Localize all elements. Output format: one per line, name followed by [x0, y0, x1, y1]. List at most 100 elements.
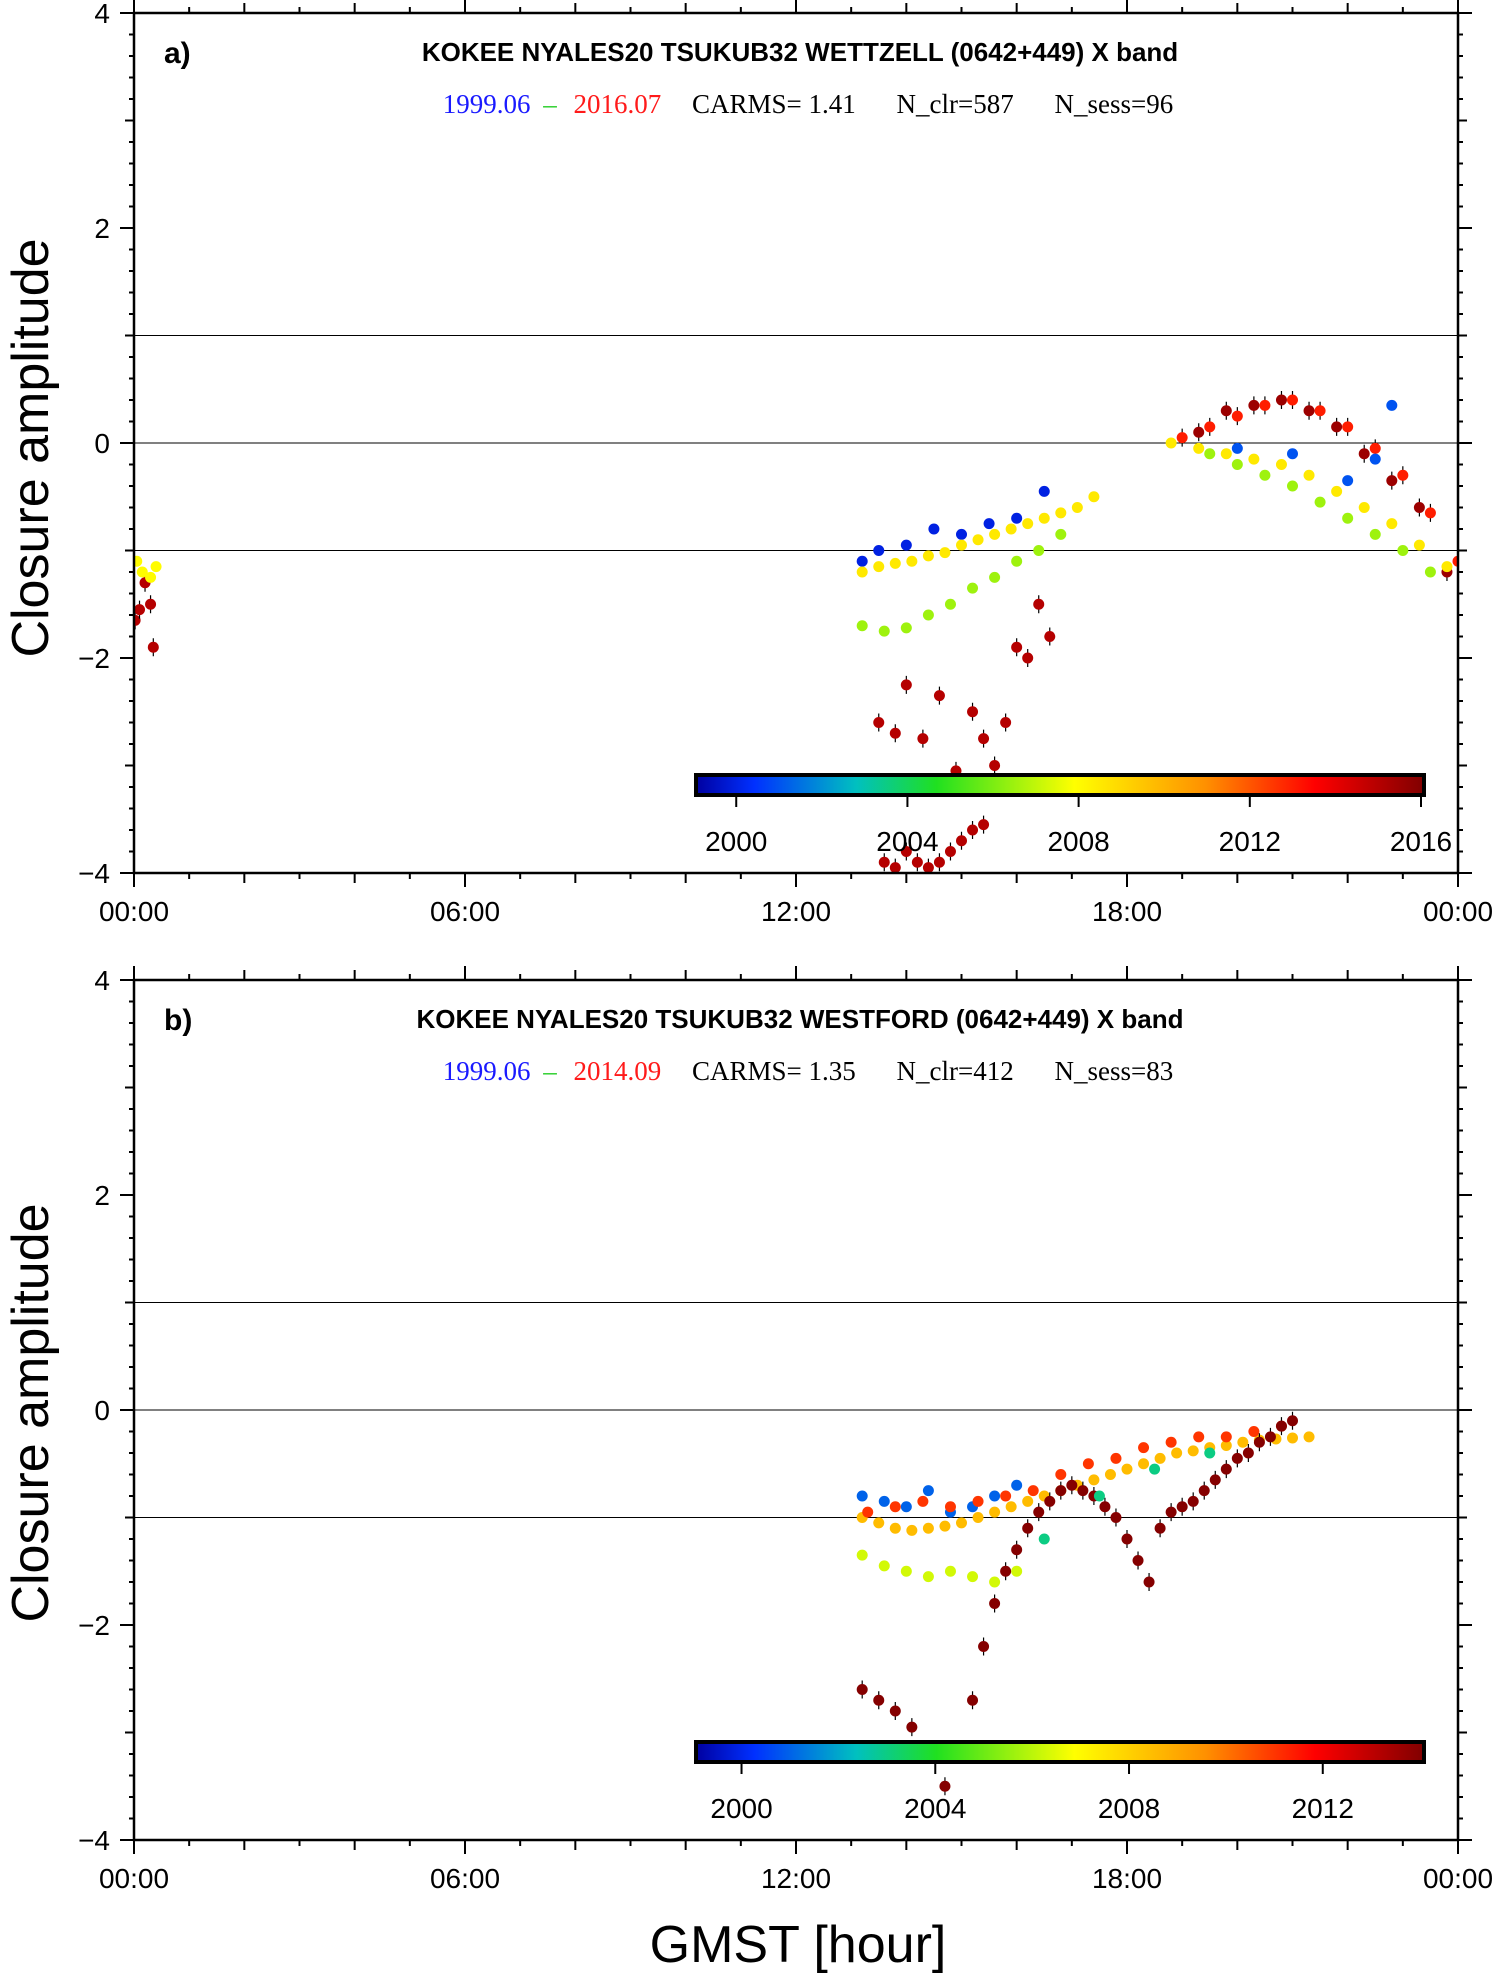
data-point	[1038, 485, 1050, 497]
data-point	[1165, 437, 1177, 449]
data-point	[1193, 1431, 1205, 1443]
y-axis-label: Closure amplitude	[2, 238, 60, 657]
data-point	[1093, 1490, 1105, 1502]
data-point	[1259, 469, 1271, 481]
data-point	[136, 566, 148, 578]
data-point	[1176, 1501, 1188, 1513]
y-tick-label: −2	[78, 643, 110, 674]
data-point	[944, 1565, 956, 1577]
data-point	[922, 1571, 934, 1583]
data-point	[1187, 1445, 1199, 1457]
data-point	[1204, 448, 1216, 460]
data-point	[1204, 1447, 1216, 1459]
colorbar-tick-label: 2008	[1047, 826, 1109, 857]
year-colorbar: 2000 2004 2008 2012 2016	[694, 773, 1452, 857]
data-point	[900, 539, 912, 551]
data-point	[873, 1694, 885, 1706]
panel-title: KOKEE NYALES20 TSUKUB32 WETTZELL (0642+4…	[422, 37, 1178, 67]
colorbar-gradient	[694, 773, 1426, 797]
data-point	[972, 1495, 984, 1507]
data-point	[967, 824, 979, 836]
data-point	[1154, 1452, 1166, 1464]
data-point	[972, 1512, 984, 1523]
data-point	[878, 856, 890, 868]
panel-info: 1999.06 – 2014.09 CARMS= 1.35 N_clr=412 …	[443, 1056, 1173, 1086]
data-point	[1005, 523, 1017, 535]
data-point	[1386, 475, 1398, 487]
data-point	[1452, 555, 1458, 567]
data-point	[1121, 1463, 1133, 1475]
data-point	[989, 1576, 1001, 1588]
data-point	[1055, 528, 1067, 540]
data-point	[1000, 717, 1012, 728]
colorbar-ticks: 2000 2004 2008 2012	[710, 1762, 1354, 1824]
data-point	[1044, 1495, 1056, 1507]
x-axis-label: GMST [hour]	[650, 1916, 947, 1973]
data-point	[922, 1522, 934, 1534]
data-point	[1077, 1485, 1089, 1497]
colorbar-tick-label: 2008	[1098, 1793, 1160, 1824]
data-point	[983, 518, 995, 530]
info-dash: –	[542, 89, 557, 119]
data-point	[933, 690, 945, 702]
data-point	[939, 1520, 951, 1532]
y-tick-label: 2	[94, 1180, 110, 1211]
data-point	[967, 706, 979, 718]
data-point	[873, 1517, 885, 1529]
data-point	[917, 733, 929, 745]
data-point	[1242, 1447, 1254, 1459]
panel-b: 2000 2004 2008 2012 −4 −2 0 2 4 00:00 06:00 12:00 1…	[78, 965, 1493, 1894]
data-point	[1441, 561, 1453, 573]
data-point	[967, 582, 979, 594]
data-point	[1099, 1501, 1111, 1513]
data-point	[1011, 1544, 1023, 1556]
data-point	[917, 1495, 929, 1507]
data-point	[1055, 1485, 1067, 1497]
x-tick-label: 18:00	[1092, 896, 1162, 927]
y-tick-label: −4	[78, 858, 110, 889]
colorbar-tick-label: 2012	[1292, 1793, 1354, 1824]
data-point	[956, 835, 967, 847]
data-point	[1331, 421, 1343, 433]
x-tick-label: 06:00	[430, 1863, 500, 1894]
data-point	[1011, 555, 1023, 567]
x-tick-label: 00:00	[99, 1863, 169, 1894]
data-point	[862, 1506, 874, 1518]
data-point	[1220, 1463, 1232, 1475]
panel-label: b)	[164, 1004, 192, 1037]
colorbar-tick-label: 2016	[1390, 826, 1452, 857]
data-point	[889, 557, 901, 569]
data-point	[1248, 453, 1260, 465]
data-point	[944, 598, 956, 610]
data-point	[1154, 1522, 1166, 1534]
data-point	[1287, 394, 1298, 406]
data-point	[1121, 1533, 1133, 1545]
data-point	[956, 539, 967, 551]
data-point	[889, 727, 901, 739]
x-tick-label: 06:00	[430, 896, 500, 927]
info-carms: CARMS= 1.41	[692, 89, 856, 119]
data-point	[900, 622, 912, 634]
data-point	[1259, 399, 1271, 411]
colorbar-tick-label: 2000	[710, 1793, 772, 1824]
y-tick-label: 4	[94, 965, 110, 996]
info-start: 1999.06	[443, 1056, 531, 1086]
data-point	[1275, 1420, 1287, 1432]
colorbar-tick-label: 2004	[876, 826, 938, 857]
data-point	[1110, 1452, 1122, 1464]
data-point	[1231, 1452, 1243, 1464]
info-n-sess: N_sess=83	[1055, 1056, 1174, 1086]
data-point	[1253, 1436, 1265, 1448]
data-point	[906, 1721, 918, 1733]
info-end: 2016.07	[574, 89, 662, 119]
data-point	[856, 1684, 868, 1695]
data-point	[1082, 1458, 1094, 1470]
data-point	[1193, 426, 1205, 438]
data-points	[856, 1411, 1315, 1796]
data-point	[1038, 1533, 1050, 1545]
info-n-sess: N_sess=96	[1055, 89, 1174, 119]
data-point	[1193, 442, 1205, 454]
data-point	[1369, 528, 1381, 540]
data-point	[1011, 641, 1023, 653]
data-point	[1209, 1474, 1221, 1486]
